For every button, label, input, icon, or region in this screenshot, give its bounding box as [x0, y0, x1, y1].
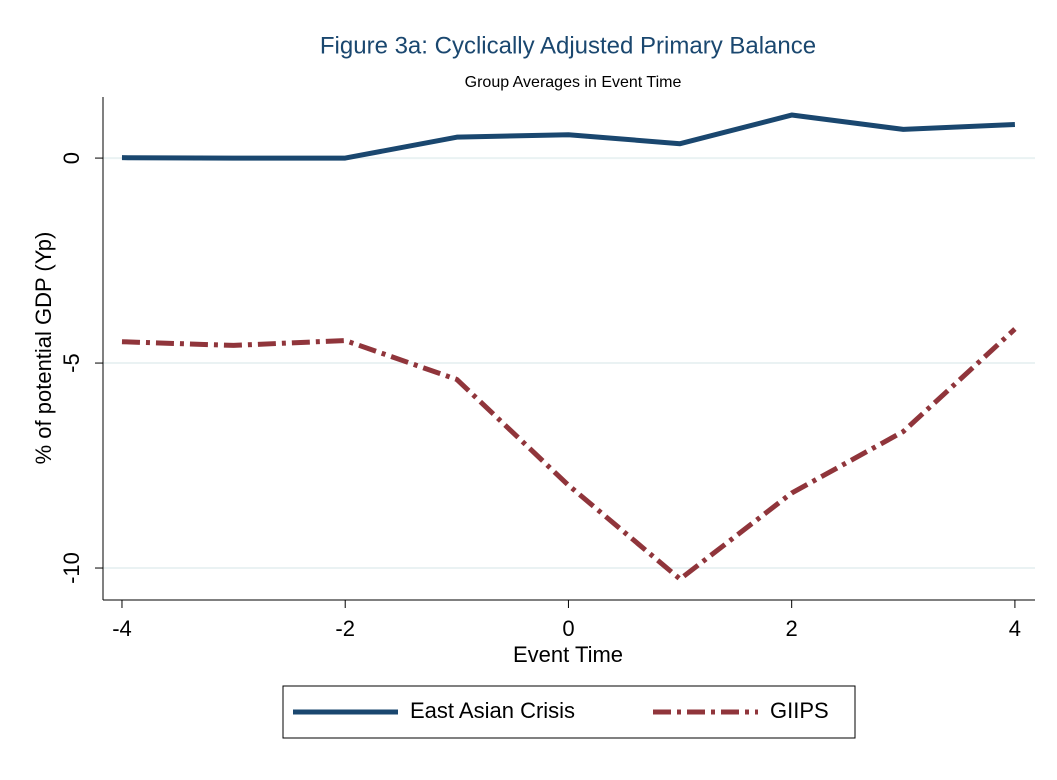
- x-axis-label: Event Time: [513, 642, 623, 667]
- x-tick-label: 2: [786, 616, 798, 641]
- data-line: [121, 112, 1016, 161]
- y-tick-label: -10: [59, 552, 84, 584]
- y-axis-label: % of potential GDP (Yp): [31, 232, 56, 465]
- data-line: [121, 327, 1017, 582]
- legend-label: East Asian Crisis: [410, 698, 575, 723]
- x-tick-label: -2: [335, 616, 355, 641]
- chart-title: Figure 3a: Cyclically Adjusted Primary B…: [320, 32, 816, 59]
- chart-subtitle: Group Averages in Event Time: [465, 74, 682, 91]
- x-tick-label: 0: [562, 616, 574, 641]
- legend-label: GIIPS: [770, 698, 829, 723]
- y-tick-label: -5: [59, 353, 84, 373]
- x-tick-label: -4: [112, 616, 132, 641]
- x-tick-label: 4: [1009, 616, 1021, 641]
- y-tick-label: 0: [59, 152, 84, 164]
